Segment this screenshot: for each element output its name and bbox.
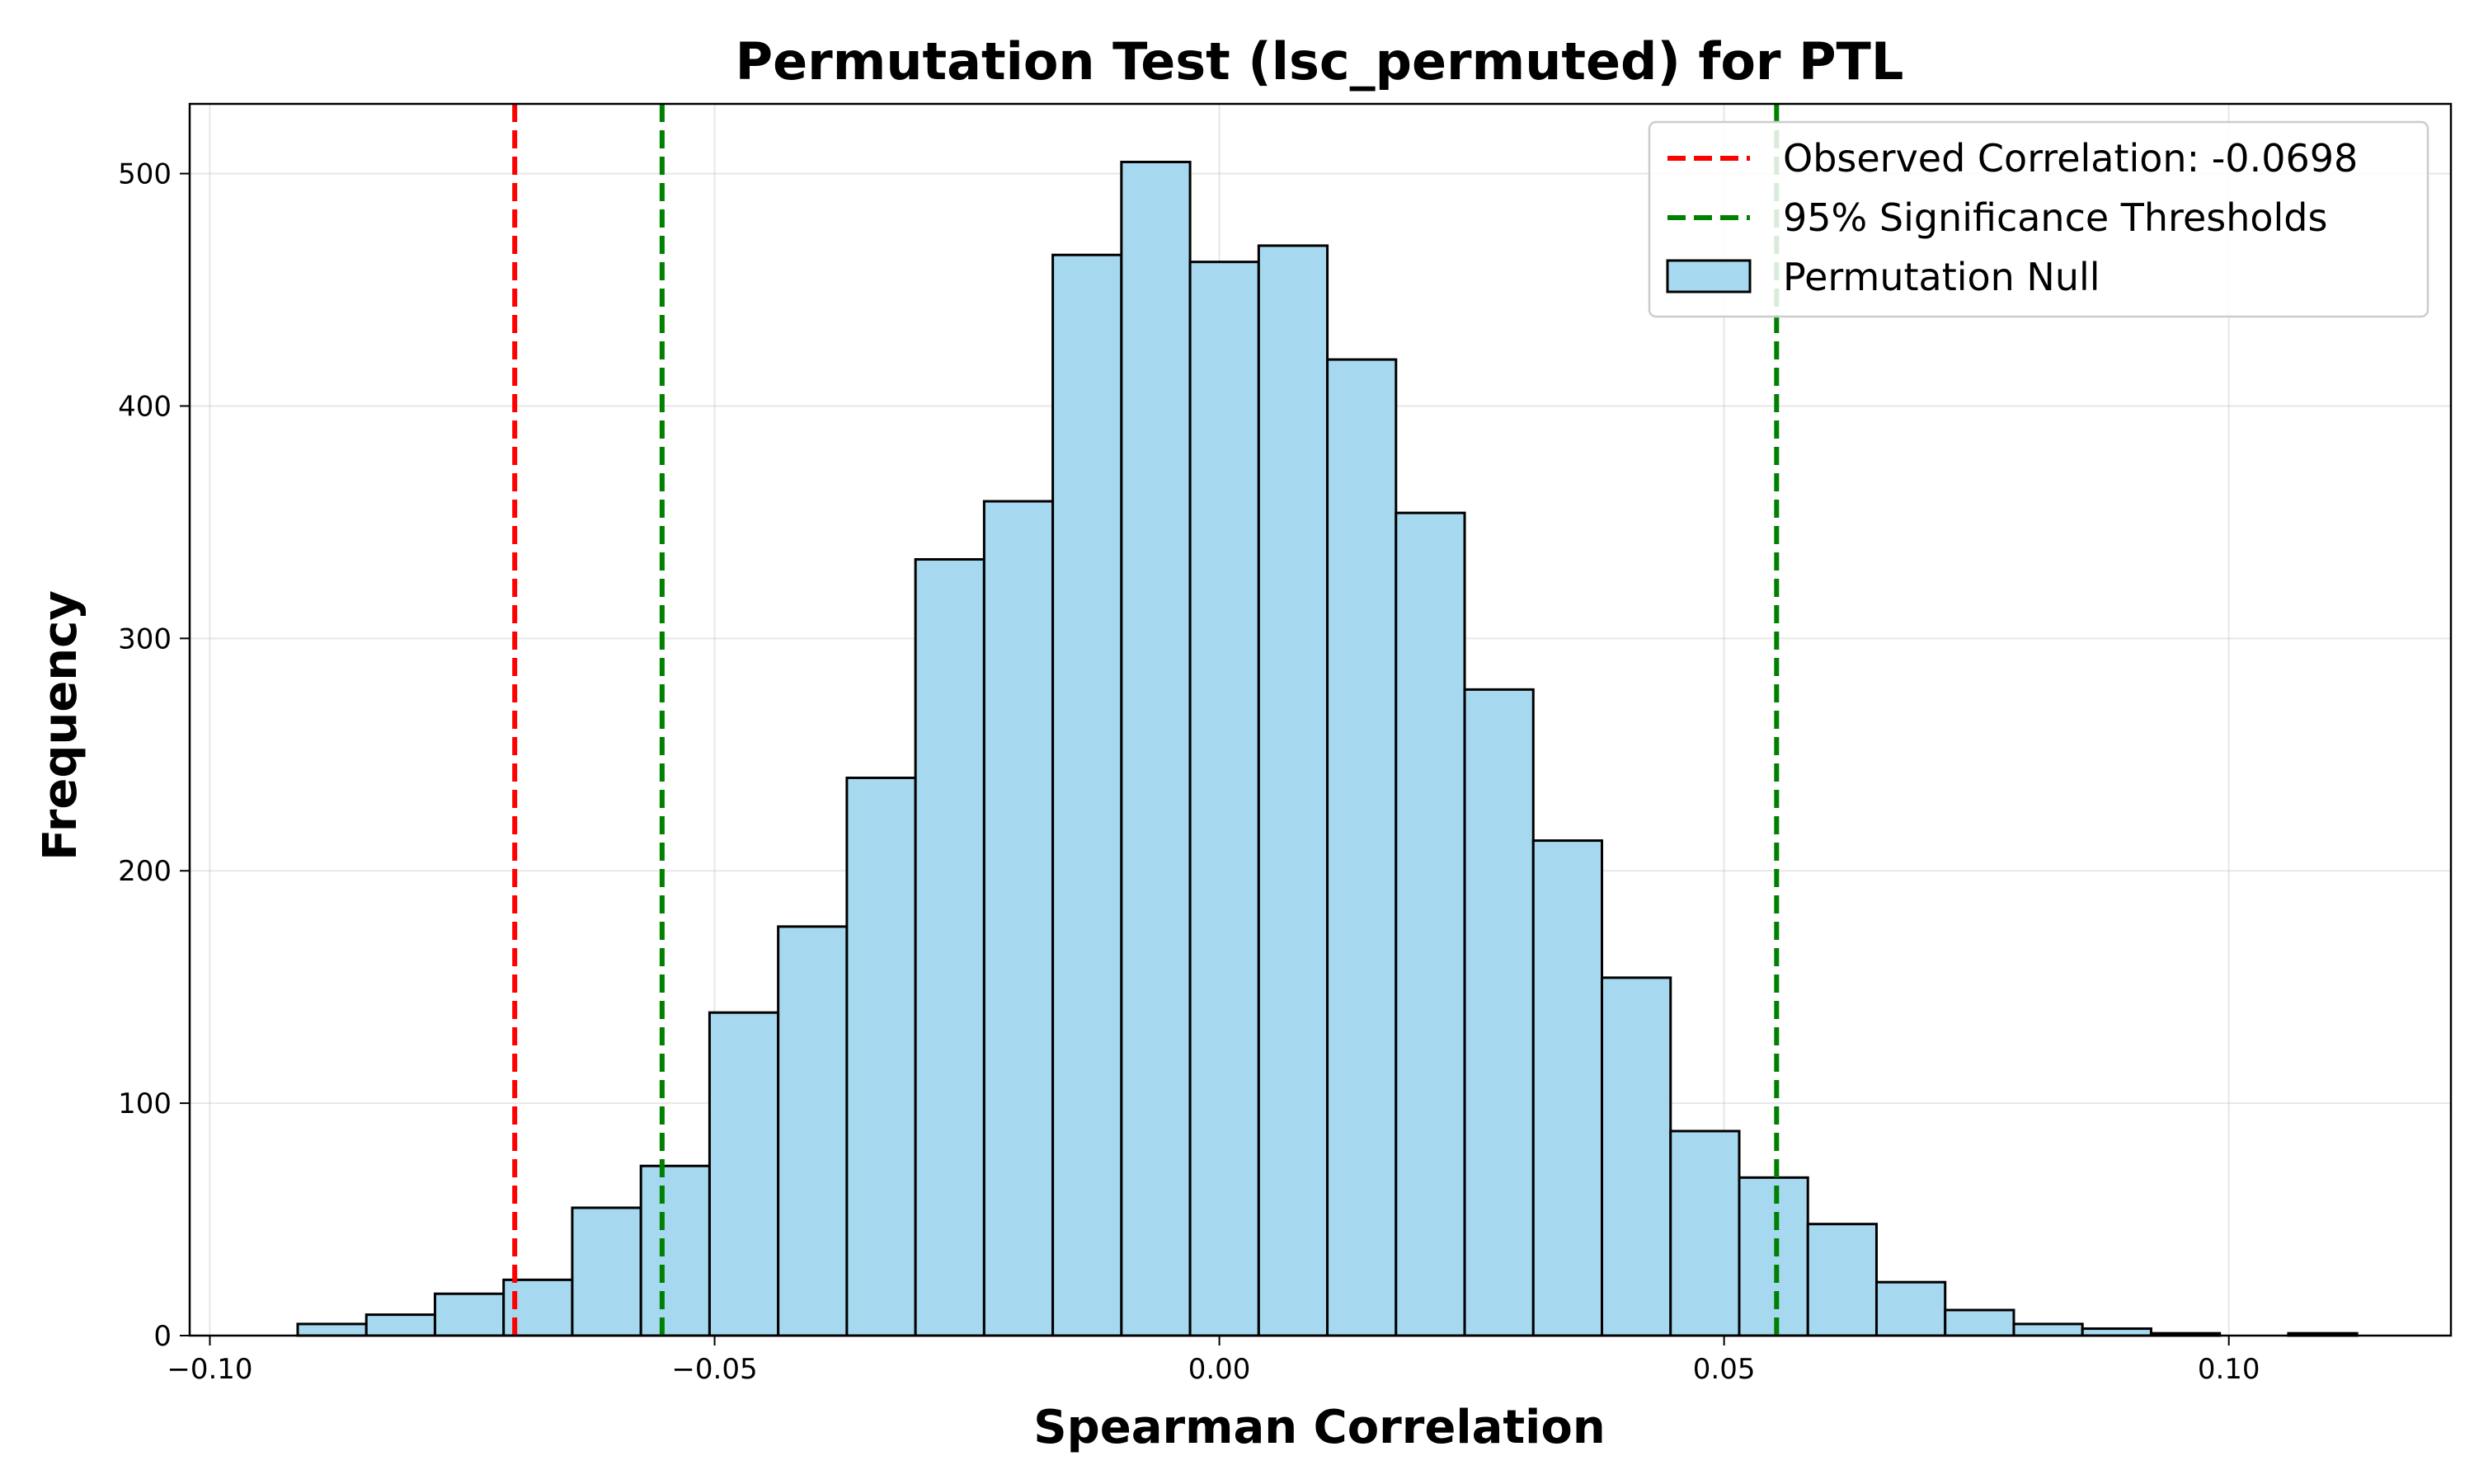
histogram-bar bbox=[2012, 1322, 2084, 1337]
histogram-bar bbox=[1531, 839, 1604, 1337]
histogram-bar bbox=[1601, 976, 1672, 1337]
histogram-bar bbox=[433, 1292, 506, 1337]
plot-frame bbox=[188, 102, 2453, 1337]
histogram-bar bbox=[914, 557, 985, 1337]
histogram-bar bbox=[1738, 1176, 1809, 1337]
histogram-bar bbox=[365, 1313, 436, 1337]
histogram-bar bbox=[1806, 1223, 1878, 1337]
legend-observed-label: Observed Correlation: -0.0698 bbox=[1783, 136, 2358, 181]
reference-lines bbox=[512, 104, 1780, 1336]
y-tick-label: 400 bbox=[118, 390, 172, 423]
x-tick-label: 0.05 bbox=[1693, 1353, 1756, 1386]
legend: Observed Correlation: -0.0698 95% Signif… bbox=[1648, 120, 2429, 318]
axis-ticks: −0.10 −0.05 0.00 0.05 0.10 0 100 200 300 400 500 bbox=[118, 158, 2260, 1386]
histogram-bar bbox=[1326, 358, 1398, 1337]
histogram-bar bbox=[1669, 1129, 1741, 1337]
y-tick-label: 300 bbox=[118, 622, 172, 655]
y-axis-label: Frequency bbox=[34, 590, 87, 861]
y-tick-label: 500 bbox=[118, 158, 172, 191]
histogram-bar bbox=[777, 925, 849, 1337]
histogram-bar bbox=[1051, 253, 1123, 1337]
y-tick-label: 200 bbox=[118, 855, 172, 888]
histogram-bar bbox=[982, 500, 1055, 1337]
histogram-bar bbox=[1463, 688, 1535, 1337]
histogram-bar bbox=[1944, 1308, 2015, 1337]
legend-histogram-label: Permutation Null bbox=[1783, 255, 2100, 299]
histogram-bar bbox=[845, 776, 917, 1337]
histogram-bar bbox=[1188, 261, 1260, 1337]
histogram-bar bbox=[1395, 511, 1466, 1337]
x-tick-label: 0.00 bbox=[1188, 1353, 1251, 1386]
histogram-bar bbox=[296, 1322, 368, 1337]
y-tick-label: 0 bbox=[153, 1320, 172, 1353]
histogram-bar bbox=[1120, 160, 1192, 1337]
x-tick-label: 0.10 bbox=[2198, 1353, 2260, 1386]
x-axis-label: Spearman Correlation bbox=[1033, 1401, 1605, 1454]
legend-threshold-label: 95% Significance Thresholds bbox=[1783, 195, 2327, 240]
x-tick-label: −0.05 bbox=[671, 1353, 757, 1386]
histogram-bar bbox=[1874, 1280, 1947, 1337]
histogram-bars bbox=[296, 160, 2359, 1337]
y-tick-label: 100 bbox=[118, 1087, 172, 1120]
legend-box bbox=[1648, 120, 2429, 318]
histogram-bar bbox=[571, 1206, 642, 1337]
chart-title: Permutation Test (lsc_permuted) for PTL bbox=[736, 31, 1904, 92]
histogram-bar bbox=[1257, 244, 1329, 1337]
histogram-bar bbox=[708, 1011, 780, 1337]
legend-histogram-swatch bbox=[1666, 259, 1752, 294]
histogram-bar bbox=[639, 1164, 711, 1337]
histogram-bar bbox=[2081, 1327, 2152, 1337]
x-tick-label: −0.10 bbox=[167, 1353, 252, 1386]
